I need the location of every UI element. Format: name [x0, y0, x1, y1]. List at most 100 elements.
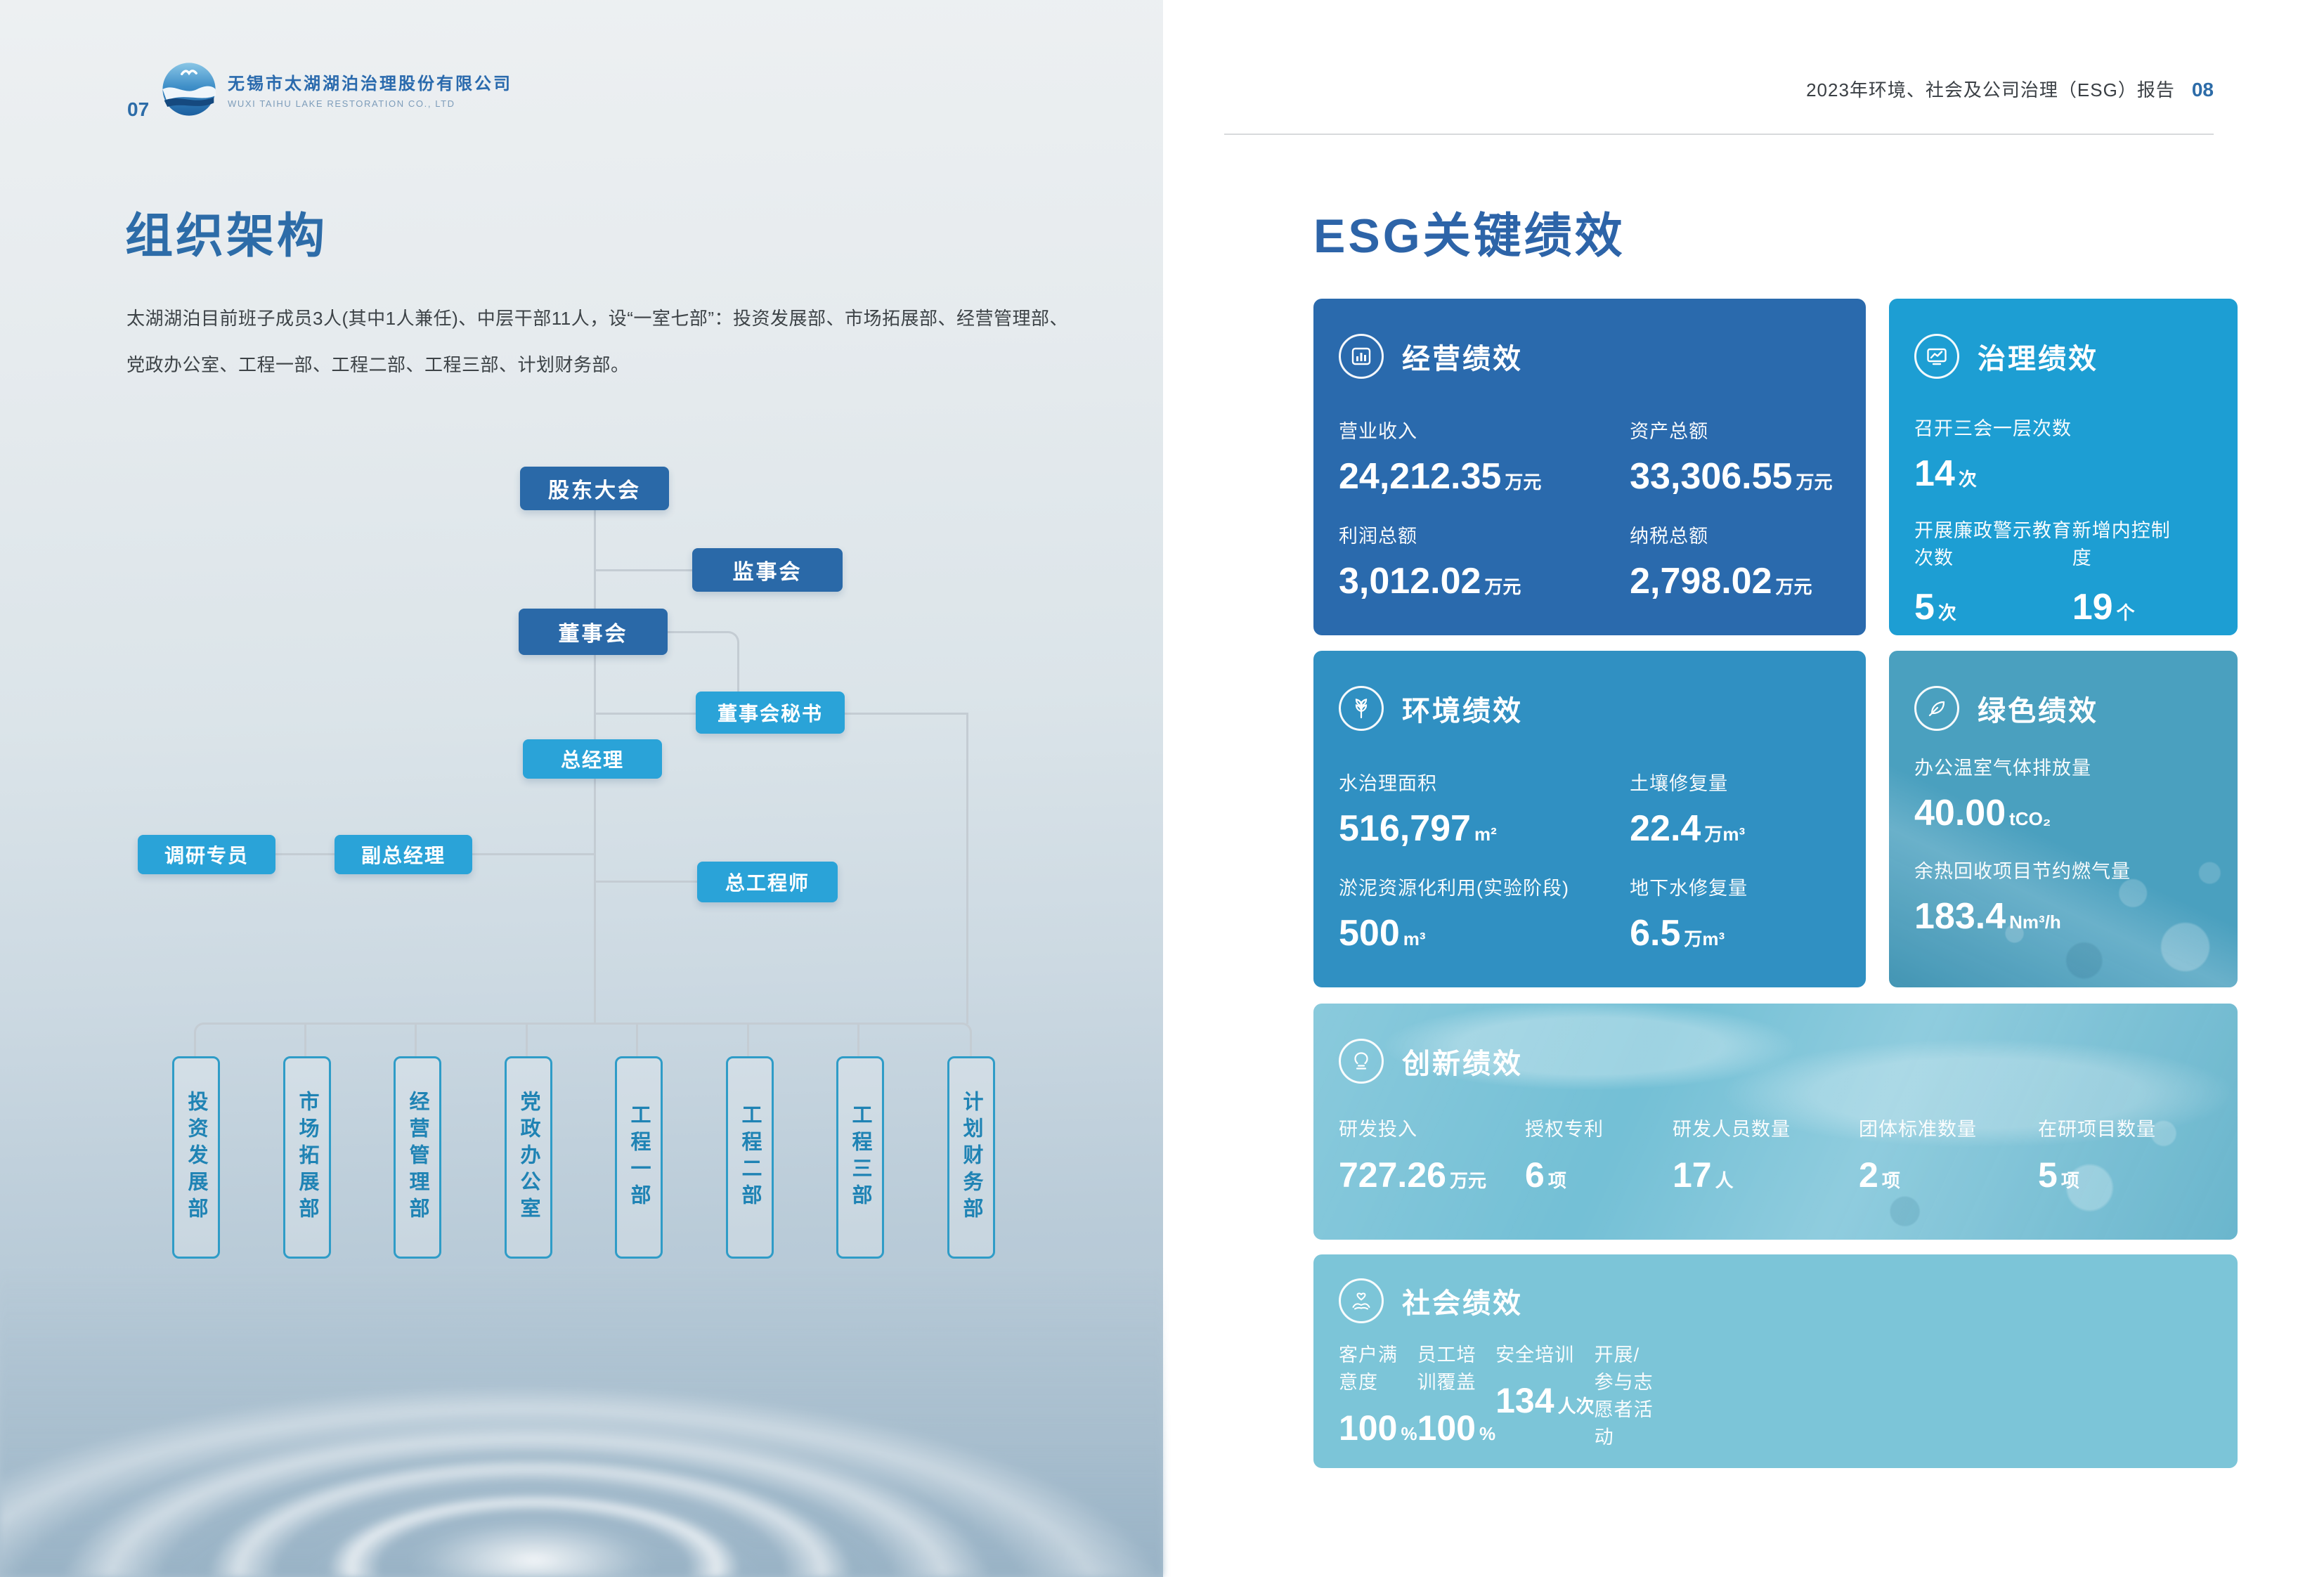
org-dept-engineering-3: 工程三部: [836, 1056, 884, 1259]
connector-supervisory: [595, 569, 692, 571]
card-header: 创新绩效: [1339, 1039, 2212, 1084]
dept-label: 经营管理部: [406, 1091, 429, 1224]
metric-label: 研发人员数量: [1673, 1119, 1791, 1140]
org-node-deputy-general-manager: 副总经理: [335, 835, 472, 874]
connector-drop: [304, 1024, 306, 1056]
metric-value: 134 人次: [1495, 1381, 1595, 1421]
metric-value: 17 人: [1673, 1155, 1734, 1195]
org-dept-party-office: 党政办公室: [505, 1056, 552, 1259]
card-header: 经营绩效: [1339, 334, 1841, 379]
connector-drop: [526, 1024, 528, 1056]
company-name-cn: 无锡市太湖湖泊治理股份有限公司: [228, 74, 512, 93]
water-ripple-photo: [0, 1265, 1163, 1577]
metric-heat-recovery-gas-savings: 余热回收项目节约燃气量 183.4 Nm³/h: [1914, 858, 2212, 937]
metric-value: 100%: [1339, 1408, 1417, 1448]
metric-value: 727.26 万元: [1339, 1155, 1486, 1195]
metric-label: 利润总额: [1339, 526, 1417, 547]
dept-label: 市场拓展部: [296, 1091, 318, 1224]
connector-drop: [747, 1024, 749, 1056]
page-title-right: ESG关键绩效: [1313, 209, 1625, 263]
card-title: 社会绩效: [1402, 1288, 1523, 1319]
metric-total-tax: 纳税总额 2,798.02 万元: [1630, 523, 1841, 602]
card-business-performance: 经营绩效 营业收入 24,212.35 万元 资产总额 33,306.55 万元 利…: [1313, 299, 1866, 635]
page-number-right: 08: [2191, 79, 2214, 100]
metric-label: 召开三会一层次数: [1914, 418, 2072, 439]
metric-label: 研发投入: [1339, 1119, 1417, 1140]
metric-label: 地下水修复量: [1630, 878, 1748, 900]
right-page-header: 2023年环境、社会及公司治理（ESG）报告 08: [1806, 76, 2214, 102]
company-logo: 无锡市太湖湖泊治理股份有限公司 WUXI TAIHU LAKE RESTORAT…: [160, 60, 512, 118]
metric-label: 纳税总额: [1630, 526, 1709, 547]
metric-label: 团体标准数量: [1859, 1119, 1977, 1140]
company-name-en: WUXI TAIHU LAKE RESTORATION CO., LTD: [228, 98, 455, 109]
metric-value: 516,797 m²: [1339, 808, 1497, 850]
page-title-left: 组织架构: [125, 209, 328, 263]
org-node-chief-engineer: 总工程师: [697, 862, 838, 902]
metric-sludge-recycling: 淤泥资源化利用(实验阶段) 500 m³: [1339, 875, 1630, 954]
metric-revenue: 营业收入 24,212.35 万元: [1339, 418, 1630, 498]
metric-value: 183.4 Nm³/h: [1914, 896, 2061, 937]
org-node-board-of-directors: 董事会: [519, 609, 668, 655]
card-header: 社会绩效: [1339, 1278, 1528, 1323]
card-header: 治理绩效: [1914, 334, 2212, 379]
metric-value: 40.00 tCO₂: [1914, 793, 2051, 834]
metric-office-ghg-emissions: 办公温室气体排放量 40.00 tCO₂: [1914, 755, 2212, 834]
card-header: 绿色绩效: [1914, 686, 2212, 731]
connector-drop: [415, 1024, 417, 1056]
metric-customer-satisfaction: 客户满意度 100%: [1339, 1342, 1417, 1468]
dept-label: 投资发展部: [185, 1091, 207, 1224]
org-node-supervisory-board: 监事会: [692, 548, 843, 592]
metric-value: 18次: [1595, 1463, 1656, 1468]
connector-chief-engineer: [595, 881, 697, 883]
metric-new-internal-controls: 新增内控制度 19 个: [2072, 517, 2212, 628]
intro-paragraph: 太湖湖泊目前班子成员3人(其中1人兼任)、中层干部11人，设“一室七部”：投资发…: [126, 308, 1069, 376]
metric-value: 2,798.02 万元: [1630, 561, 1812, 602]
connector-department-bus: [194, 1023, 972, 1057]
metric-value: 19 个: [2072, 587, 2135, 628]
metric-label: 安全培训: [1495, 1344, 1575, 1365]
card-title: 经营绩效: [1402, 344, 1523, 375]
connector-drop: [857, 1024, 859, 1056]
metric-label: 开展廉政警示教育次数: [1914, 520, 2072, 569]
metric-volunteer-activities: 开展/参与志愿者活动 18次: [1595, 1342, 1656, 1468]
metric-label: 营业收入: [1339, 421, 1417, 442]
card-header: 环境绩效: [1339, 686, 1841, 731]
metric-value: 500 m³: [1339, 913, 1426, 954]
org-dept-market: 市场拓展部: [283, 1056, 331, 1259]
metric-label: 在研项目数量: [2038, 1119, 2156, 1140]
org-node-board-secretary: 董事会秘书: [696, 692, 845, 734]
dept-label: 工程二部: [739, 1104, 761, 1211]
metric-value: 24,212.35 万元: [1339, 456, 1542, 498]
card-social-performance: 社会绩效 客户满意度 100% 员工培训覆盖 100% 安全培训 134 人次 开…: [1313, 1254, 2238, 1468]
metric-label: 淤泥资源化利用(实验阶段): [1339, 878, 1569, 900]
card-environment-performance: 环境绩效 水治理面积 516,797 m² 土壤修复量 22.4 万m³ 淤泥资源化…: [1313, 651, 1866, 987]
metric-value: 100%: [1417, 1408, 1496, 1448]
org-dept-investment: 投资发展部: [172, 1056, 220, 1259]
card-title: 创新绩效: [1402, 1049, 1523, 1079]
metric-label: 水治理面积: [1339, 773, 1437, 794]
metric-label: 余热回收项目节约燃气量: [1914, 861, 2131, 883]
metric-label: 新增内控制度: [2072, 520, 2171, 569]
report-title: 2023年环境、社会及公司治理（ESG）报告: [1806, 79, 2175, 100]
metric-total-assets: 资产总额 33,306.55 万元: [1630, 418, 1841, 498]
metric-soil-remediation: 土壤修复量 22.4 万m³: [1630, 770, 1841, 850]
metric-label: 办公温室气体排放量: [1914, 758, 2091, 779]
metric-rd-staff: 研发人员数量 17 人: [1673, 1116, 1859, 1195]
metric-label: 土壤修复量: [1630, 773, 1729, 794]
logo-text: 无锡市太湖湖泊治理股份有限公司 WUXI TAIHU LAKE RESTORAT…: [228, 70, 512, 109]
org-dept-finance: 计划财务部: [947, 1056, 995, 1259]
metric-employee-training-coverage: 员工培训覆盖 100%: [1417, 1342, 1496, 1468]
line-chart-icon: [1914, 334, 1959, 379]
metric-water-treatment-area: 水治理面积 516,797 m²: [1339, 770, 1630, 850]
dept-label: 工程三部: [849, 1104, 871, 1211]
metric-label: 客户满意度: [1339, 1344, 1398, 1394]
page-number-left: 07: [127, 98, 150, 120]
dept-label: 计划财务部: [960, 1091, 982, 1224]
